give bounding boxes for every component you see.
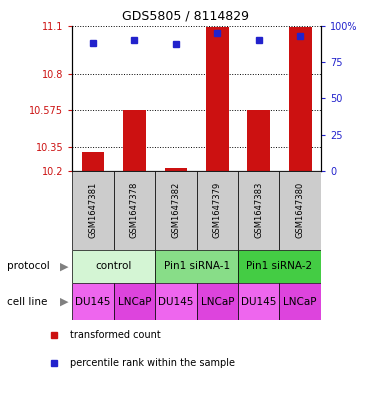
Text: Pin1 siRNA-1: Pin1 siRNA-1 — [164, 261, 230, 271]
Bar — [238, 283, 279, 320]
Text: LNCaP: LNCaP — [283, 297, 317, 307]
Bar — [155, 250, 238, 283]
Text: Pin1 siRNA-2: Pin1 siRNA-2 — [246, 261, 312, 271]
Text: control: control — [96, 261, 132, 271]
Bar — [123, 110, 146, 171]
Bar — [247, 110, 270, 171]
Text: protocol: protocol — [7, 261, 50, 271]
Bar — [164, 168, 187, 171]
Bar — [197, 171, 238, 250]
Bar — [72, 283, 114, 320]
Text: GDS5805 / 8114829: GDS5805 / 8114829 — [122, 10, 249, 23]
Bar — [114, 171, 155, 250]
Bar — [197, 283, 238, 320]
Bar — [82, 152, 105, 171]
Text: cell line: cell line — [7, 297, 48, 307]
Text: GSM1647378: GSM1647378 — [130, 182, 139, 239]
Text: GSM1647383: GSM1647383 — [254, 182, 263, 239]
Text: DU145: DU145 — [241, 297, 276, 307]
Bar — [279, 171, 321, 250]
Text: GSM1647379: GSM1647379 — [213, 182, 222, 239]
Bar — [279, 283, 321, 320]
Bar — [289, 27, 312, 171]
Text: LNCaP: LNCaP — [201, 297, 234, 307]
Bar — [155, 283, 197, 320]
Bar — [238, 250, 321, 283]
Text: DU145: DU145 — [158, 297, 194, 307]
Text: LNCaP: LNCaP — [118, 297, 151, 307]
Bar — [114, 283, 155, 320]
Bar — [238, 171, 279, 250]
Text: transformed count: transformed count — [70, 330, 161, 340]
Text: percentile rank within the sample: percentile rank within the sample — [70, 358, 235, 368]
Bar — [155, 171, 197, 250]
Text: ▶: ▶ — [60, 297, 69, 307]
Bar — [206, 27, 229, 171]
Bar — [72, 250, 155, 283]
Text: GSM1647382: GSM1647382 — [171, 182, 180, 239]
Text: ▶: ▶ — [60, 261, 69, 271]
Bar — [72, 171, 114, 250]
Text: GSM1647381: GSM1647381 — [89, 182, 98, 239]
Text: DU145: DU145 — [75, 297, 111, 307]
Text: GSM1647380: GSM1647380 — [296, 182, 305, 239]
